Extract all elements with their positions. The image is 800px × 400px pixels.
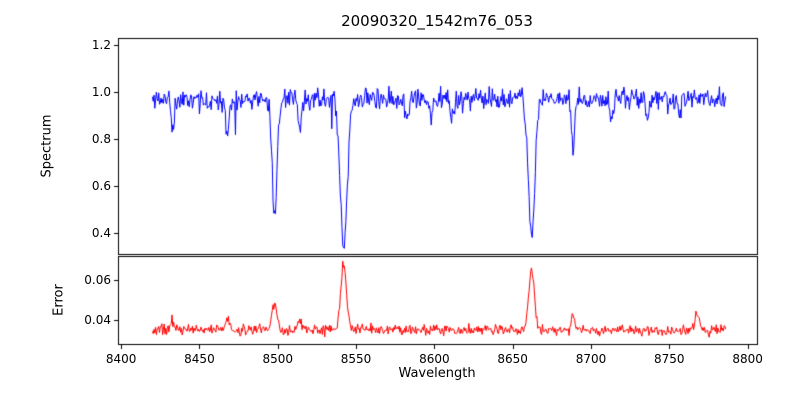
spectrum-y-tick-label: 0.6 — [91, 178, 111, 193]
chart-title: 20090320_1542m76_053 — [341, 12, 533, 30]
spectrum-y-tick-label: 1.0 — [91, 85, 111, 99]
x-tick-label: 8400 — [105, 352, 137, 366]
error-y-tick-label: 0.04 — [84, 313, 111, 327]
x-tick-label: 8650 — [497, 352, 528, 366]
error-y-tick-label: 0.06 — [84, 273, 111, 287]
spectrum-y-tick-label: 0.8 — [91, 131, 111, 146]
x-tick-label: 8550 — [340, 352, 372, 366]
y-axis-label-spectrum: Spectrum — [39, 114, 55, 178]
x-tick-label: 8750 — [654, 352, 685, 366]
spectrum-y-tick-label: 1.2 — [91, 38, 111, 53]
y-axis-label-error: Error — [51, 284, 67, 316]
x-tick-label: 8700 — [575, 352, 607, 366]
x-tick-label: 8500 — [262, 352, 294, 366]
x-tick-label: 8800 — [732, 352, 763, 366]
x-tick-label: 8600 — [419, 352, 450, 366]
spectrum-y-tick-label: 0.4 — [91, 225, 111, 240]
x-axis-label: Wavelength — [398, 366, 476, 381]
x-tick-label: 8450 — [184, 352, 215, 366]
